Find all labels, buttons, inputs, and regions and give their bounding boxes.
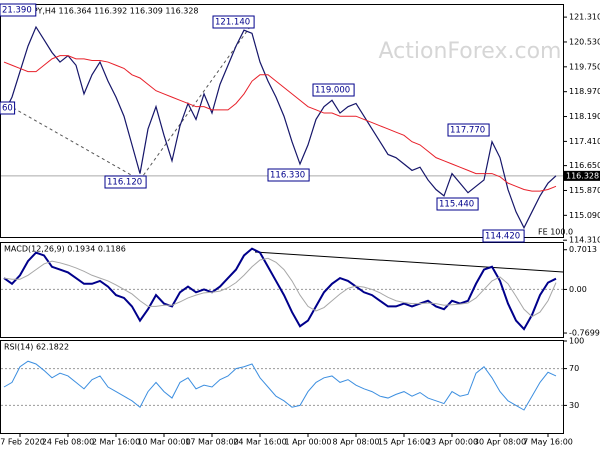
x-tick-label: 10 Mar 00:00 — [137, 438, 190, 447]
annotation: 116.330 — [270, 171, 305, 181]
last-price: 116.328 — [566, 171, 599, 180]
series-line — [3, 55, 557, 192]
watermark: ActionForex.com — [379, 39, 562, 64]
x-tick-label: 17 Mar 08:00 — [185, 438, 238, 447]
annotation-box — [104, 175, 147, 189]
series-line — [3, 25, 557, 230]
price-panel — [0, 4, 564, 238]
y-tick-label: 70 — [569, 364, 579, 373]
annotation-box — [212, 15, 255, 29]
annotation-box — [312, 83, 355, 97]
x-tick-label: 17 Feb 2020 — [0, 438, 45, 447]
y-tick-label: 0.00 — [569, 285, 587, 294]
price-box — [563, 170, 600, 181]
y-tick-label: 114.310 — [569, 236, 600, 245]
y-tick-label: 117.410 — [569, 137, 600, 146]
rsi-panel — [0, 340, 564, 434]
rsi-title: RSI(14) 62.1822 — [4, 343, 69, 352]
series-line — [3, 247, 557, 331]
annotation: 60 — [2, 104, 13, 114]
x-tick-label: 1 Apr 00:00 — [284, 438, 331, 447]
y-tick-label: 116.650 — [569, 161, 600, 170]
annotation: 121.140 — [215, 18, 250, 28]
macd-title: MACD(12,26,9) 0.1934 0.1186 — [4, 245, 126, 254]
trend-line — [254, 251, 564, 273]
fe-label: FE 100.0 — [538, 228, 573, 237]
series-line — [3, 360, 557, 411]
y-tick-label: 121.310 — [569, 13, 600, 22]
annotation-box — [0, 101, 16, 115]
series-line — [3, 257, 557, 318]
y-tick-label: 120.530 — [569, 37, 600, 46]
x-tick-label: 24 Feb 08:00 — [42, 438, 94, 447]
annotation-box — [267, 168, 310, 182]
y-tick-label: 30 — [569, 401, 579, 410]
annotation: 114.420 — [485, 232, 520, 242]
x-tick-label: 23 Apr 00:00 — [426, 438, 478, 447]
x-tick-label: 15 Apr 16:00 — [378, 438, 430, 447]
y-tick-label: 118.970 — [569, 87, 600, 96]
y-tick-label: 115.090 — [569, 211, 600, 220]
annotation-box — [436, 197, 479, 211]
x-tick-label: 8 Apr 08:00 — [332, 438, 379, 447]
annotation: 117.770 — [450, 126, 485, 136]
y-tick-label: -0.7699 — [569, 329, 600, 338]
y-tick-label: 119.750 — [569, 62, 600, 71]
annotation-box — [482, 229, 525, 243]
macd-panel — [0, 242, 564, 338]
annotation: 115.440 — [439, 200, 474, 210]
y-tick-label: 115.870 — [569, 186, 600, 195]
y-tick-label: 118.190 — [569, 112, 600, 121]
annotation: 119.000 — [315, 86, 350, 96]
x-tick-label: 30 Apr 08:00 — [474, 438, 526, 447]
annotation-box — [447, 123, 490, 137]
x-tick-label: 24 Mar 16:00 — [233, 438, 286, 447]
x-tick-label: 2 Mar 16:00 — [92, 438, 140, 447]
annotation: 116.120 — [107, 178, 142, 188]
chart-title: EURJPY,H4 116.364 116.392 116.309 116.32… — [14, 7, 199, 16]
annotation: 21.390 — [2, 6, 32, 16]
y-tick-label: 0.7013 — [569, 245, 597, 254]
y-tick-label: 100 — [569, 337, 584, 346]
x-tick-label: 7 May 16:00 — [523, 438, 573, 447]
trend-line — [7, 104, 141, 181]
annotation-box — [0, 3, 37, 17]
